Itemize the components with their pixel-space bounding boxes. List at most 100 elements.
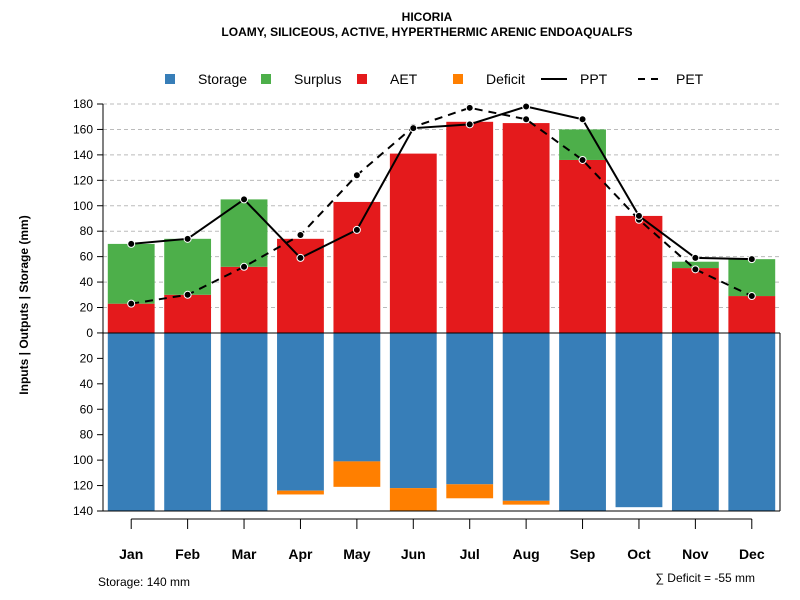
surplus-legend-swatch — [261, 74, 271, 84]
aet-bar — [446, 121, 494, 333]
x-tick-label: Dec — [739, 546, 765, 562]
chart-subtitle: LOAMY, SILICEOUS, ACTIVE, HYPERTHERMIC A… — [221, 25, 632, 39]
storage-bar — [671, 332, 719, 511]
y-tick-label: 40 — [80, 377, 94, 391]
x-tick-label: Mar — [232, 546, 257, 562]
aet-bar — [671, 268, 719, 333]
x-tick-label: May — [343, 546, 370, 562]
storage-bar — [220, 332, 268, 511]
aet-bar — [220, 266, 268, 333]
storage-bar — [164, 332, 212, 511]
y-tick-label: 140 — [73, 504, 93, 518]
aet-legend-label: AET — [390, 71, 418, 87]
storage-bar — [333, 332, 381, 462]
y-tick-label: 120 — [73, 173, 93, 187]
y-tick-label: 0 — [86, 326, 93, 340]
y-axis-label: Inputs | Outputs | Storage (mm) — [17, 215, 31, 394]
ppt-point — [183, 234, 192, 243]
storage-bar — [446, 332, 494, 485]
surplus-bar — [107, 243, 155, 304]
pet-point — [578, 155, 587, 164]
deficit-bar — [277, 490, 324, 495]
ppt-point — [747, 255, 756, 264]
y-tick-label: 180 — [73, 97, 93, 111]
ppt-point — [240, 195, 249, 204]
storage-bar — [389, 332, 437, 489]
deficit-bar — [446, 484, 494, 499]
y-tick-label: 40 — [80, 275, 94, 289]
x-tick-label: Sep — [570, 546, 596, 562]
aet-bar — [164, 294, 212, 333]
ppt-point — [578, 115, 587, 124]
pet-point — [747, 292, 756, 301]
y-tick-label: 160 — [73, 122, 93, 136]
y-tick-label: 60 — [80, 250, 94, 264]
ppt-point — [634, 211, 643, 220]
surplus-bar — [671, 261, 719, 269]
pet-point — [352, 171, 361, 180]
aet-bar — [277, 238, 324, 333]
y-tick-label: 20 — [80, 351, 94, 365]
surplus-legend-label: Surplus — [294, 71, 341, 87]
pet-point — [240, 262, 249, 271]
chart-title: HICORIA — [402, 10, 453, 24]
deficit-legend-swatch — [453, 74, 463, 84]
storage-bar — [728, 332, 776, 511]
pet-point — [127, 299, 136, 308]
aet-bar — [107, 303, 155, 333]
deficit-sum-note: ∑ Deficit = -55 mm — [655, 571, 755, 585]
surplus-bar — [164, 238, 212, 295]
pet-line — [131, 106, 753, 305]
ppt-point — [352, 225, 361, 234]
ppt-legend-label: PPT — [580, 71, 608, 87]
pet-point — [183, 290, 192, 299]
x-tick-label: Nov — [682, 546, 709, 562]
aet-legend-swatch — [357, 74, 367, 84]
storage-bar — [559, 332, 606, 511]
surplus-bar — [559, 129, 606, 160]
y-tick-label: 120 — [73, 479, 93, 493]
surplus-bar — [220, 199, 268, 267]
storage-legend-label: Storage — [198, 71, 247, 87]
lines — [127, 102, 756, 308]
aet-bar — [389, 153, 437, 333]
pet-point — [522, 115, 531, 124]
ppt-point — [465, 120, 474, 129]
pet-legend-label: PET — [676, 71, 704, 87]
ppt-point — [522, 102, 531, 111]
aet-bar — [333, 201, 381, 333]
gridlines — [103, 103, 780, 308]
x-tick-label: Aug — [513, 546, 540, 562]
surplus-bar — [728, 259, 776, 297]
storage-note: Storage: 140 mm — [98, 575, 190, 589]
x-tick-label: Jun — [401, 546, 426, 562]
storage-legend-swatch — [165, 74, 175, 84]
bars — [107, 121, 776, 511]
aet-bar — [615, 215, 663, 333]
y-tick-label: 100 — [73, 199, 93, 213]
deficit-bar — [502, 500, 550, 505]
deficit-bar — [389, 488, 437, 511]
aet-bar — [728, 296, 776, 333]
x-tick-label: Oct — [627, 546, 651, 562]
ppt-point — [409, 124, 418, 133]
ppt-point — [296, 253, 305, 262]
x-tick-label: Apr — [288, 546, 313, 562]
pet-point — [465, 103, 474, 112]
deficit-bar — [333, 461, 381, 487]
x-tick-label: Jan — [119, 546, 143, 562]
axes: 180 160 140 120 100 80 60 40 20 0 20 40 60 80 100 120 14… — [73, 97, 781, 562]
y-tick-label: 60 — [80, 402, 94, 416]
ppt-point — [691, 253, 700, 262]
x-tick-label: Feb — [175, 546, 200, 562]
storage-bar — [277, 332, 324, 491]
y-tick-label: 80 — [80, 428, 94, 442]
storage-bar — [107, 332, 155, 511]
legend: Storage Surplus AET Deficit PPT PET — [165, 71, 704, 87]
pet-point — [691, 265, 700, 274]
storage-bar — [502, 332, 550, 501]
ppt-line — [131, 105, 752, 261]
y-tick-label: 80 — [80, 224, 94, 238]
aet-bar — [502, 123, 550, 333]
